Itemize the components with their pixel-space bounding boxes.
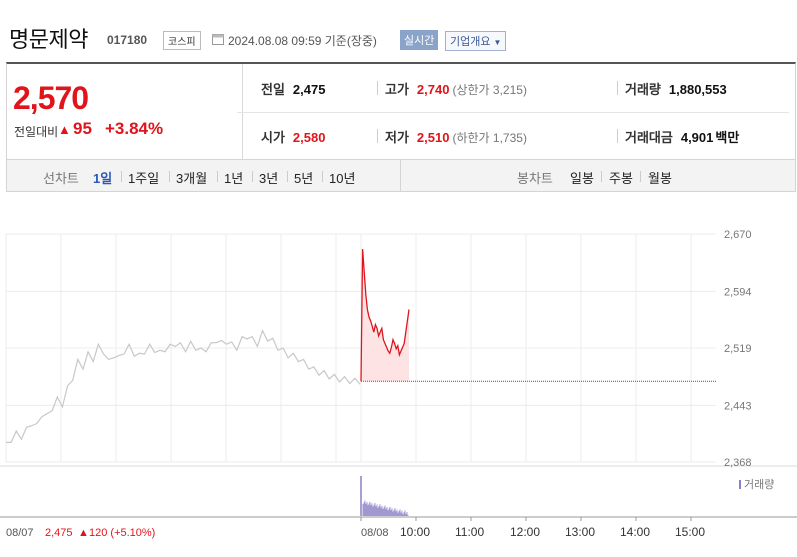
current-price: 2,570	[13, 80, 89, 116]
low-value: 2,510	[416, 130, 450, 145]
open-value: 2,580	[292, 130, 326, 145]
amount-cell: 거래대금 4,901 백만	[625, 127, 739, 146]
high-cell: 고가 2,740 (상한가 3,215)	[385, 79, 527, 98]
realtime-button[interactable]: 실시간	[400, 30, 439, 50]
open-cell: 시가 2,580	[261, 127, 325, 146]
volume-cell: 거래량 1,880,553	[625, 79, 727, 98]
y-tick-label: 2,670	[724, 229, 752, 241]
high-label: 고가	[385, 82, 409, 97]
divider	[287, 171, 288, 182]
divider	[252, 171, 253, 182]
prev-day-close: 2,475	[45, 527, 73, 539]
y-tick-label: 2,519	[724, 343, 752, 355]
chevron-down-icon: ▼	[493, 38, 502, 47]
divider	[617, 81, 618, 95]
prev-close-value: 2,475	[292, 82, 326, 97]
prev-day-change: 120 (+5.10%)	[89, 527, 155, 539]
calendar-icon	[212, 34, 224, 45]
line-chart-label: 선차트	[43, 171, 79, 186]
current-price-panel: 2,570 전일대비 ▲ 95 +3.84%	[7, 64, 243, 160]
divider	[217, 171, 218, 182]
volume-value: 1,880,553	[668, 82, 727, 97]
amount-value: 4,901	[680, 130, 714, 145]
divider	[640, 171, 641, 182]
tab-3y[interactable]: 3년	[259, 171, 279, 186]
x-tick-label: 11:00	[455, 525, 484, 539]
volume-legend-swatch	[739, 480, 741, 489]
candle-chart-label: 봉차트	[517, 171, 553, 186]
upper-limit: (상한가 3,215)	[452, 83, 527, 97]
divider	[617, 129, 618, 143]
x-axis: 08/08 10:00 11:00 12:00 13:00 14:00 15:00	[360, 517, 705, 539]
market-badge: 코스피	[163, 31, 201, 50]
prev-day-label: 전일대비	[14, 125, 59, 139]
prev-day-footer: 08/07 2,475 ▲ 120 (+5.10%)	[6, 527, 155, 539]
divider	[377, 81, 378, 95]
prev-close-label: 전일	[261, 82, 285, 97]
volume-label: 거래량	[625, 82, 661, 97]
volume-bars	[360, 476, 409, 516]
company-info-button[interactable]: 기업개요 ▼	[445, 31, 507, 51]
lower-limit: (하한가 1,735)	[452, 131, 527, 145]
x-tick-label: 08/08	[361, 527, 389, 539]
company-info-label: 기업개요	[450, 36, 491, 48]
prev-day-line	[5, 329, 361, 443]
open-label: 시가	[261, 130, 285, 145]
quote-row-divider	[237, 112, 789, 113]
today-line	[360, 249, 410, 382]
price-chart: 2,670 2,594 2,519 2,443 2,368 거래량 08/08 10:00…	[0, 200, 797, 557]
divider	[322, 171, 323, 182]
tab-daily[interactable]: 일봉	[570, 171, 594, 186]
quote-panel: 2,570 전일대비 ▲ 95 +3.84% 전일 2,475 고가 2,740 (상…	[6, 62, 796, 160]
base-time: 2024.08.08 09:59 기준(장중)	[228, 34, 377, 48]
divider	[169, 171, 170, 182]
x-tick-label: 12:00	[510, 525, 540, 539]
tab-1y[interactable]: 1년	[224, 171, 244, 186]
stock-code: 017180	[107, 33, 148, 47]
volume-legend: 거래량	[739, 478, 774, 491]
change-value: 95	[73, 119, 92, 138]
x-tick-label: 10:00	[400, 525, 430, 539]
title-bar: 명문제약 017180 코스피 2024.08.08 09:59 기준(장중) …	[0, 0, 797, 62]
y-tick-label: 2,594	[724, 286, 752, 298]
y-axis: 2,670 2,594 2,519 2,443 2,368	[724, 229, 752, 469]
x-tick-label: 14:00	[620, 525, 650, 539]
tab-1d[interactable]: 1일	[93, 171, 113, 186]
tab-separator	[400, 160, 401, 191]
tab-monthly[interactable]: 월봉	[648, 171, 672, 186]
price-chart-svg: 2,670 2,594 2,519 2,443 2,368 거래량 08/08 10:00…	[0, 229, 797, 539]
tab-3m[interactable]: 3개월	[176, 171, 208, 186]
tab-weekly[interactable]: 주봉	[609, 171, 633, 186]
prev-close-cell: 전일 2,475	[261, 79, 325, 98]
y-tick-label: 2,443	[724, 400, 752, 412]
prev-day-change-icon: ▲	[78, 527, 89, 539]
tab-10y[interactable]: 10년	[329, 171, 356, 186]
tab-5y[interactable]: 5년	[294, 171, 314, 186]
high-value: 2,740	[416, 82, 450, 97]
prev-day-date: 08/07	[6, 527, 34, 539]
divider	[121, 171, 122, 182]
volume-legend-label: 거래량	[744, 478, 774, 491]
stock-name: 명문제약	[9, 27, 88, 52]
tab-1w[interactable]: 1주일	[128, 171, 160, 186]
amount-label: 거래대금	[625, 130, 673, 145]
chart-tabbar: 선차트 1일 1주일 3개월 1년 3년 5년 10년 봉차트 일봉 주봉 월봉	[6, 160, 796, 192]
chart-grid	[0, 233, 797, 518]
amount-unit: 백만	[715, 130, 740, 145]
divider	[377, 129, 378, 143]
divider	[601, 171, 602, 182]
x-tick-label: 13:00	[565, 525, 595, 539]
low-label: 저가	[385, 130, 409, 145]
x-tick-label: 15:00	[675, 525, 705, 539]
up-triangle-icon: ▲	[58, 122, 71, 137]
change-percent: +3.84%	[105, 119, 164, 138]
low-cell: 저가 2,510 (하한가 1,735)	[385, 127, 527, 146]
y-tick-label: 2,368	[724, 457, 752, 469]
